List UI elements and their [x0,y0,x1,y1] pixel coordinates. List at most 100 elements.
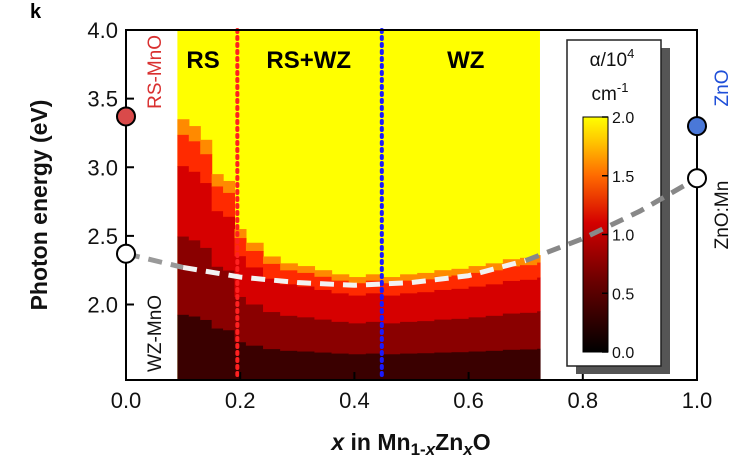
heatmap-cell [537,311,541,350]
heatmap-cell [400,293,418,323]
heatmap-cell [365,293,384,323]
x-axis-label-part: x [329,429,345,455]
colorbar-unit-sup: -1 [617,80,629,95]
heatmap-cell [297,317,316,353]
colorbar-ticks: 0.0 0.5 1.0 1.5 2.0 [602,110,634,362]
heatmap-cell [502,280,521,315]
colorbar-tick-label: 0.0 [612,345,634,362]
heatmap-cell [211,174,224,188]
heatmap-cell [502,313,521,351]
y-tick-label: 2.0 [87,293,118,318]
heatmap-cell [245,304,264,347]
x-tick-label: 0.0 [111,388,142,413]
colorbar-title: α/104 [590,46,635,71]
heatmap-cell [400,274,418,282]
heatmap-cell [434,319,453,354]
heatmap-cell [485,284,504,317]
heatmap-cell [200,139,213,155]
heatmap-cell [245,267,264,306]
heatmap-cell [348,277,367,284]
x-tick-label: 0.6 [453,388,484,413]
y-axis-label: Photon energy (eV) [26,100,52,311]
overlay-layer: RS-MnO WZ-MnO ZnO ZnO:Mn [116,35,733,372]
heatmap-cell [434,270,453,278]
heatmap-cell [331,353,350,381]
plot-area: RS RS+WZ WZ [177,28,541,382]
y-tick-label: 2.5 [87,224,118,249]
heatmap-cell [348,354,367,381]
heatmap-cell [188,240,201,318]
heatmap-cell [451,275,470,290]
colorbar: α/104 cm-1 0.0 0.5 1.0 1.5 2.0 [566,39,670,374]
heatmap-cell [188,141,201,173]
heatmap-cell [331,321,350,355]
heatmap-cell [223,330,236,381]
heatmap-cell [297,286,316,318]
heatmap-cell [451,288,470,320]
x-tick-label: 0.4 [339,388,370,413]
y-axis: 2.0 2.5 3.0 3.5 4.0 [87,18,134,318]
x-tick-label: 0.2 [225,388,256,413]
colorbar-title-sup: 4 [627,46,634,61]
x-axis-label-part: in Mn [344,429,410,455]
heatmap-cell [263,278,281,313]
x-axis-label-part: x [462,440,474,459]
heatmap-cell [314,319,333,354]
x-axis-label: x in Mn1-xZnxO [329,429,490,459]
heatmap-cell [188,171,201,241]
colorbar-unit-main: cm [592,84,617,105]
heatmap-cell [223,270,236,331]
x-tick-label: 1.0 [682,388,713,413]
heatmap-cell [211,328,224,381]
heatmap-cell [211,266,224,330]
heatmap-cell [331,293,350,323]
heatmap-cell [200,319,213,381]
heatmap-cell [263,256,281,265]
heatmap-cell [223,180,236,194]
heatmap-cell [280,284,298,317]
heatmap-cell [211,186,224,212]
x-axis: 0.0 0.2 0.4 0.6 0.8 1.0 [111,372,713,413]
heatmap-cell [314,289,333,321]
colorbar-tick-label: 1.0 [612,228,634,245]
heatmap-cell [485,263,504,271]
heatmap-cell [280,350,298,381]
colorbar-title-main: α/10 [590,50,627,71]
heatmap-cell [537,348,541,381]
heatmap-cell [177,166,190,238]
x-axis-label-part: 1- [411,440,426,459]
heatmap-cell [263,263,281,280]
heatmap-cell [468,286,487,318]
heatmap-cell [417,272,435,280]
y-tick-label: 4.0 [87,18,118,43]
heatmap-cell [245,242,264,252]
heatmap-cell [177,134,190,167]
colorbar-tick-label: 2.0 [612,110,634,127]
heatmap-cell [434,289,453,321]
heatmap-cell [348,295,367,324]
x-axis-label-part: x [425,440,437,459]
heatmap-cell [365,321,384,355]
reference-point-marker [116,243,136,264]
heatmap-cell [177,119,190,136]
heatmap-cell [200,183,213,249]
colorbar-unit: cm-1 [592,80,629,105]
reference-point-label: ZnO [712,70,733,107]
heatmap-cell [485,350,504,381]
bandgap-curve-center [182,258,527,288]
y-tick-label: 3.5 [87,87,118,112]
colorbar-tick-label: 0.5 [612,286,634,303]
heatmap-cell [297,351,316,381]
heatmap-cell [417,353,435,381]
heatmap-cell [537,277,541,312]
heatmap-cell [382,323,401,355]
heatmap-cell [468,266,487,274]
heatmap-cell [468,351,487,381]
heatmap-cell [502,266,521,282]
heatmap-cell [537,262,541,279]
heatmap-cell [280,315,298,352]
phase-label: WZ [447,47,484,74]
heatmap-cell [348,323,367,355]
heatmap-cell [365,274,384,282]
